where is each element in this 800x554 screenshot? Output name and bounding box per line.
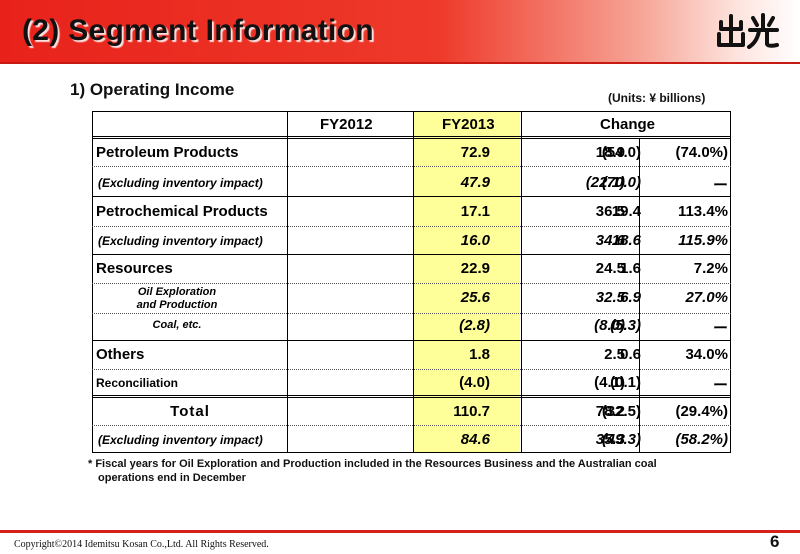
col-header-change: Change (600, 116, 656, 133)
row-label: (Excluding inventory impact) (98, 234, 263, 248)
change-pct: 7.2% (693, 260, 728, 277)
fy2013-value: (4.1) (594, 374, 625, 391)
fy2012-value: 22.9 (460, 260, 490, 277)
row-label-line1: Oil Exploration (137, 286, 217, 298)
total-rule (92, 395, 731, 398)
footer-rule (0, 530, 800, 533)
change-value: (5.3) (610, 317, 641, 334)
row-rule (92, 313, 731, 314)
table-row: (Excluding inventory impact) 47.9 (22.1)… (92, 174, 731, 194)
row-rule (92, 226, 731, 227)
change-pct: 115.9% (678, 232, 728, 249)
row-label: Total (170, 403, 210, 420)
row-rule (92, 425, 731, 426)
fy2013-value: 2.5 (604, 346, 625, 363)
table-row: Coal, etc. (2.8) (8.0) (5.3) ー (92, 317, 731, 337)
header-rule (92, 136, 731, 139)
fy2013-value: 18.9 (595, 144, 625, 161)
change-value: 18.6 (611, 232, 641, 249)
change-pct: 113.4% (677, 203, 728, 220)
change-pct: (58.2%) (675, 431, 728, 448)
footnote-line2: operations end in December (98, 472, 246, 484)
change-value: (54.0) (601, 144, 641, 161)
change-pct: ー (712, 177, 728, 194)
row-label: Others (96, 346, 145, 363)
col-header-fy2012: FY2012 (320, 116, 373, 133)
fy2013-value: 35.3 (595, 431, 625, 448)
row-label-line2: and Production (136, 299, 218, 311)
fy2012-value: 47.9 (460, 174, 490, 191)
row-label: Reconciliation (96, 376, 179, 390)
fy2013-value: (8.0) (594, 317, 625, 334)
change-pct: ー (712, 377, 728, 394)
fy2012-value: 25.6 (460, 289, 490, 306)
fy2012-value: (4.0) (459, 374, 490, 391)
units-label: (Units: ¥ billions) (608, 91, 706, 105)
fy2012-value: 110.7 (453, 403, 490, 420)
header-banner (0, 0, 800, 62)
row-rule (92, 340, 731, 341)
table-row: (Excluding inventory impact) 84.6 35.3 (… (92, 431, 731, 451)
copyright: Copyright©2014 Idemitsu Kosan Co.,Ltd. A… (14, 539, 269, 550)
change-value: (70.0) (601, 174, 641, 191)
row-rule (92, 254, 731, 255)
row-label: Petrochemical Products (96, 203, 268, 220)
change-pct: ー (712, 320, 728, 337)
fy2012-value: 16.0 (460, 232, 490, 249)
table-row: Resources 22.9 24.5 1.6 7.2% (92, 260, 731, 280)
page-number: 6 (770, 532, 780, 551)
fy2012-value: (2.8) (459, 317, 490, 334)
table-row: (Excluding inventory impact) 16.0 34.6 1… (92, 232, 731, 252)
change-value: (32.5) (601, 403, 641, 420)
row-label: Oil Exploration and Production (92, 286, 262, 312)
fy2013-value: 78.2 (595, 403, 625, 420)
fy2013-value: (22.1) (585, 174, 625, 191)
fy2012-value: 1.8 (469, 346, 490, 363)
fy2013-value: 32.5 (595, 289, 625, 306)
row-label: Coal, etc. (152, 319, 202, 331)
fy2013-value: 34.6 (595, 232, 625, 249)
row-rule (92, 369, 731, 370)
table-row: Petrochemical Products 17.1 36.5 19.4 11… (92, 203, 731, 223)
row-label: (Excluding inventory impact) (98, 433, 263, 447)
table-row: Oil Exploration and Production 25.6 32.5… (92, 286, 731, 312)
fy2012-value: 84.6 (460, 431, 490, 448)
col-divider (639, 138, 640, 453)
change-pct: 34.0% (685, 346, 728, 363)
fy2012-value: 17.1 (460, 203, 490, 220)
row-label: Petroleum Products (96, 144, 239, 161)
fy2013-value: 36.5 (595, 203, 625, 220)
change-pct: 27.0% (685, 289, 728, 306)
row-rule (92, 166, 731, 167)
change-pct: (74.0%) (675, 144, 728, 161)
change-value: 6.9 (620, 289, 641, 306)
change-pct: (29.4%) (675, 403, 728, 420)
col-header-fy2013: FY2013 (442, 116, 495, 133)
fy2013-value: 24.5 (595, 260, 625, 277)
change-value: (49.3) (601, 431, 641, 448)
footnote-line1: * Fiscal years for Oil Exploration and P… (88, 458, 657, 470)
page-title: (2) Segment Information (22, 14, 374, 47)
col-divider (413, 111, 414, 453)
operating-income-table (92, 111, 731, 453)
change-value: 1.6 (620, 260, 641, 277)
idemitsu-logo (717, 13, 779, 49)
change-value: (0.1) (610, 374, 641, 391)
row-rule (92, 283, 731, 284)
row-label: (Excluding inventory impact) (98, 176, 263, 190)
table-row: Reconciliation (4.0) (4.1) (0.1) ー (92, 374, 731, 394)
banner-underline (0, 62, 800, 64)
footnote: * Fiscal years for Oil Exploration and P… (88, 457, 738, 485)
change-value: 19.4 (611, 203, 641, 220)
table-row-total: Total 110.7 78.2 (32.5) (29.4%) (92, 403, 731, 423)
col-divider (287, 111, 288, 453)
fy2012-value: 72.9 (460, 144, 490, 161)
row-label: Resources (96, 260, 173, 277)
change-value: 0.6 (620, 346, 641, 363)
section-title: 1) Operating Income (70, 80, 235, 99)
table-row: Petroleum Products 72.9 18.9 (54.0) (74.… (92, 144, 731, 164)
row-rule (92, 196, 731, 197)
table-row: Others 1.8 2.5 0.6 34.0% (92, 346, 731, 366)
col-divider (521, 111, 522, 453)
